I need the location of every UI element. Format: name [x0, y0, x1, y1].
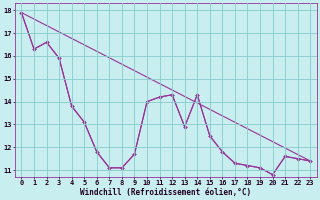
X-axis label: Windchill (Refroidissement éolien,°C): Windchill (Refroidissement éolien,°C): [80, 188, 252, 197]
